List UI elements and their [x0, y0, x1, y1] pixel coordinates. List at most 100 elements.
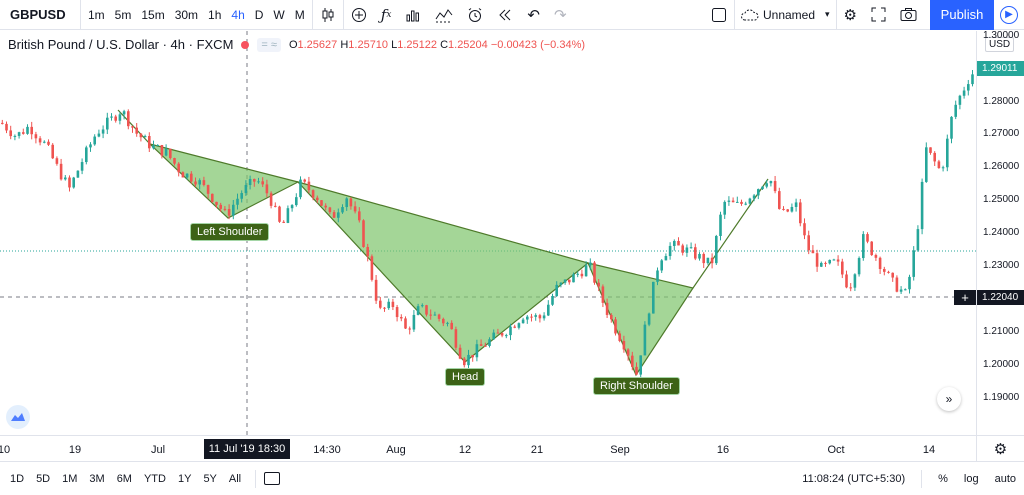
candle-body — [219, 204, 222, 209]
publish-button[interactable]: Publish — [930, 0, 994, 30]
candle-body — [526, 316, 529, 320]
right-shoulder-label[interactable]: Right Shoulder — [593, 377, 680, 395]
currency-badge[interactable]: USD — [985, 37, 1015, 52]
templates-icon[interactable] — [428, 0, 460, 30]
head-and-shoulders-pattern — [117, 109, 769, 377]
candle-body — [929, 147, 932, 153]
scale-settings-gear-icon[interactable]: ⚙ — [976, 435, 1024, 461]
candle-body — [211, 193, 214, 202]
time-tick: 14 — [922, 444, 936, 456]
candle-body — [950, 116, 953, 139]
camera-snapshot-icon[interactable] — [893, 0, 924, 30]
interval-5m[interactable]: 5m — [114, 7, 132, 22]
candle-body — [605, 302, 609, 315]
candle-body — [736, 201, 739, 203]
range-1d[interactable]: 1D — [10, 472, 25, 485]
price-tick: 1.24000 — [983, 227, 1020, 238]
candle-body — [878, 257, 882, 269]
interval-4h[interactable]: 4h — [231, 7, 245, 22]
price-chart[interactable] — [0, 31, 976, 435]
price-scale[interactable]: USD 1.30000 1.29011 1.28000 1.27000 1.26… — [976, 30, 1024, 435]
range-ytd[interactable]: YTD — [143, 472, 166, 485]
candle-body — [9, 130, 12, 137]
replay-icon[interactable] — [490, 0, 520, 30]
chart-pane[interactable]: British Pound / U.S. Dollar · 4h · FXCM … — [0, 31, 976, 435]
candle-body — [17, 132, 21, 136]
candle-body — [891, 272, 894, 278]
symbol-search[interactable]: GBPUSD — [10, 7, 66, 22]
undo-icon[interactable]: ↶ — [527, 6, 540, 24]
candle-body — [757, 189, 760, 196]
interval-1m[interactable]: 1m — [88, 7, 105, 22]
bottom-divider — [255, 469, 257, 488]
interval-m[interactable]: M — [294, 7, 305, 22]
candle-body — [656, 270, 659, 282]
chart-style-candles-icon[interactable] — [313, 0, 343, 30]
fullscreen-icon[interactable] — [864, 0, 893, 30]
play-icon[interactable]: ▶ — [994, 0, 1024, 30]
go-to-date-icon[interactable] — [264, 472, 281, 485]
settings-gear-icon[interactable]: ⚙ — [843, 6, 857, 24]
redo-icon[interactable]: ↷ — [553, 6, 567, 24]
candle-body — [400, 317, 403, 319]
time-scale[interactable]: 10 19 Jul 14:30 Aug 12 21 Sep 16 Oct 14 … — [0, 435, 976, 461]
candle-body — [34, 134, 38, 139]
ohlc-readout: O1.25627 H1.25710 L1.25122 C1.25204 −0.0… — [288, 38, 586, 51]
alert-clock-icon[interactable] — [460, 0, 490, 30]
range-5d[interactable]: 5D — [36, 472, 51, 485]
candle-body — [43, 141, 46, 143]
candle-body — [849, 287, 852, 289]
range-1y[interactable]: 1Y — [177, 472, 192, 485]
interval-1h[interactable]: 1h — [208, 7, 222, 22]
candle-body — [887, 271, 890, 273]
candle-body — [135, 127, 138, 134]
candle-body — [22, 132, 25, 134]
candle-body — [374, 279, 378, 301]
log-scale-toggle[interactable]: log — [963, 472, 979, 485]
candle-body — [206, 185, 210, 194]
timezone-clock[interactable]: 11:08:24 (UTC+5:30) — [802, 472, 906, 485]
candle-body — [395, 307, 399, 318]
candle-body — [673, 240, 676, 246]
interval-30m[interactable]: 30m — [174, 7, 199, 22]
candle-series — [1, 69, 974, 379]
range-5y[interactable]: 5Y — [203, 472, 217, 485]
candle-body — [895, 277, 899, 292]
time-tick: 16 — [716, 444, 730, 456]
interval-d[interactable]: D — [254, 7, 264, 22]
candle-body — [64, 177, 67, 180]
candle-body — [227, 209, 231, 216]
candle-body — [769, 181, 773, 184]
interval-15m[interactable]: 15m — [141, 7, 165, 22]
range-1m[interactable]: 1M — [62, 472, 78, 485]
auto-scale-toggle[interactable]: auto — [994, 472, 1016, 485]
candle-body — [778, 191, 781, 209]
candle-body — [601, 286, 605, 303]
layout-select-icon[interactable] — [704, 0, 734, 30]
candle-body — [786, 209, 789, 212]
price-tick: 1.21000 — [983, 326, 1020, 337]
candle-body — [542, 315, 546, 319]
candle-body — [580, 273, 584, 277]
left-shoulder-label[interactable]: Left Shoulder — [190, 223, 270, 241]
financials-icon[interactable] — [398, 0, 428, 30]
crosshair-add-icon[interactable]: + — [954, 290, 976, 305]
percent-scale-toggle[interactable]: % — [938, 472, 948, 485]
head-label[interactable]: Head — [445, 368, 486, 386]
interval-w[interactable]: W — [273, 7, 285, 22]
tradingview-logo-icon[interactable] — [6, 405, 30, 429]
range-6m[interactable]: 6M — [116, 472, 132, 485]
compare-add-icon[interactable] — [344, 0, 374, 30]
market-status-badge[interactable]: = ≈ — [257, 37, 281, 52]
candle-body — [799, 202, 802, 224]
candle-body — [160, 145, 164, 156]
range-3m[interactable]: 3M — [89, 472, 105, 485]
scroll-to-realtime-icon[interactable]: » — [937, 387, 961, 411]
layout-name-menu[interactable]: Unnamed ▾ — [735, 8, 836, 22]
range-all[interactable]: All — [228, 472, 242, 485]
candle-body — [866, 234, 869, 242]
candle-body — [883, 268, 886, 272]
candle-body — [689, 247, 693, 249]
candle-body — [576, 273, 579, 275]
